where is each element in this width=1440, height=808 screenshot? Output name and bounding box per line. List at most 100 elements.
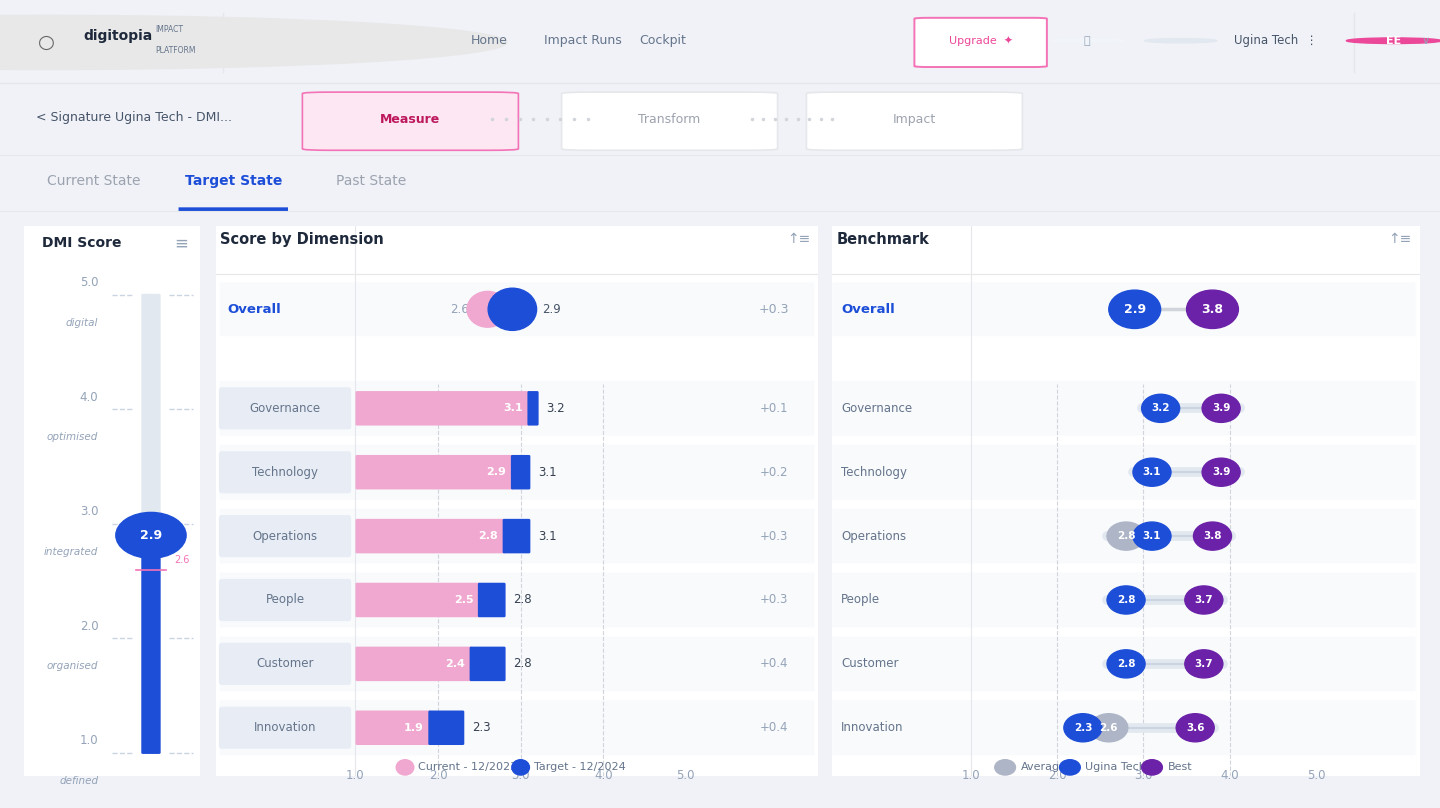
Text: 3.9: 3.9: [1212, 403, 1230, 414]
FancyBboxPatch shape: [219, 643, 351, 685]
Circle shape: [488, 288, 537, 330]
Text: 4.0: 4.0: [79, 390, 98, 404]
Text: integrated: integrated: [43, 547, 98, 557]
Text: Customer: Customer: [841, 658, 899, 671]
Text: 3.0: 3.0: [511, 769, 530, 782]
Text: 3.8: 3.8: [1201, 303, 1224, 316]
Text: Impact Runs: Impact Runs: [544, 34, 622, 47]
FancyBboxPatch shape: [832, 283, 1416, 336]
Text: Home: Home: [471, 34, 508, 47]
Text: 2.8: 2.8: [1117, 531, 1135, 541]
Text: 2.8: 2.8: [513, 594, 531, 607]
Text: 2.6: 2.6: [451, 303, 469, 316]
Text: +0.3: +0.3: [759, 303, 789, 316]
Text: 2.4: 2.4: [445, 659, 465, 669]
FancyBboxPatch shape: [478, 583, 505, 617]
Text: ⬜: ⬜: [1084, 36, 1090, 46]
Text: 3.1: 3.1: [537, 529, 556, 543]
Text: ≡: ≡: [174, 234, 187, 252]
Text: 1.0: 1.0: [79, 734, 98, 747]
Text: Ugina Tech: Ugina Tech: [1086, 763, 1146, 772]
Circle shape: [1051, 39, 1123, 43]
Text: Benchmark: Benchmark: [837, 232, 929, 246]
Text: defined: defined: [59, 776, 98, 785]
Text: +0.1: +0.1: [760, 402, 788, 415]
FancyBboxPatch shape: [219, 515, 351, 558]
FancyBboxPatch shape: [832, 381, 1416, 436]
Text: 3.0: 3.0: [79, 505, 98, 518]
Text: ∨: ∨: [1421, 36, 1430, 46]
Text: Cockpit: Cockpit: [639, 34, 685, 47]
Circle shape: [1185, 650, 1223, 678]
FancyBboxPatch shape: [220, 637, 814, 692]
Text: 2.5: 2.5: [454, 595, 474, 605]
Text: Governance: Governance: [249, 402, 321, 415]
Text: Current State: Current State: [48, 175, 140, 188]
FancyBboxPatch shape: [141, 294, 161, 754]
Text: 3.7: 3.7: [1195, 659, 1212, 669]
Circle shape: [511, 760, 530, 775]
Circle shape: [1346, 38, 1440, 44]
Text: 1.0: 1.0: [962, 769, 979, 782]
Text: Overall: Overall: [228, 303, 281, 316]
Text: 2.8: 2.8: [478, 531, 498, 541]
Circle shape: [1133, 458, 1171, 486]
FancyBboxPatch shape: [832, 701, 1416, 755]
Text: 3.2: 3.2: [1152, 403, 1169, 414]
FancyBboxPatch shape: [356, 646, 472, 681]
Text: Customer: Customer: [256, 658, 314, 671]
Circle shape: [396, 760, 413, 775]
Text: 3.9: 3.9: [1212, 467, 1230, 478]
FancyBboxPatch shape: [832, 508, 1416, 563]
FancyBboxPatch shape: [179, 208, 288, 212]
Text: +0.4: +0.4: [760, 658, 788, 671]
Circle shape: [115, 512, 186, 558]
Text: 2.6: 2.6: [1100, 723, 1117, 733]
Text: 3.1: 3.1: [504, 403, 523, 414]
Text: Governance: Governance: [841, 402, 912, 415]
Text: 1.9: 1.9: [405, 723, 423, 733]
Text: Target State: Target State: [184, 175, 282, 188]
Circle shape: [1060, 760, 1080, 775]
Circle shape: [1142, 760, 1162, 775]
FancyBboxPatch shape: [220, 444, 814, 499]
FancyBboxPatch shape: [527, 391, 539, 426]
Circle shape: [1176, 713, 1214, 742]
Text: Innovation: Innovation: [841, 722, 903, 734]
FancyBboxPatch shape: [356, 710, 431, 745]
Text: 4.0: 4.0: [1221, 769, 1238, 782]
Circle shape: [467, 292, 508, 327]
Text: 2.8: 2.8: [1117, 595, 1135, 605]
FancyBboxPatch shape: [503, 519, 530, 553]
Text: 1.0: 1.0: [346, 769, 364, 782]
FancyBboxPatch shape: [219, 387, 351, 429]
Circle shape: [1107, 650, 1145, 678]
Text: Operations: Operations: [252, 529, 318, 543]
Text: 2.9: 2.9: [1123, 303, 1146, 316]
Text: 2.9: 2.9: [140, 528, 163, 542]
Text: organised: organised: [46, 661, 98, 671]
Text: 2.8: 2.8: [513, 658, 531, 671]
Text: 3.1: 3.1: [1143, 531, 1161, 541]
FancyBboxPatch shape: [428, 710, 464, 745]
Circle shape: [995, 760, 1015, 775]
Text: optimised: optimised: [48, 432, 98, 442]
Text: 3.8: 3.8: [1204, 531, 1221, 541]
Text: 2.0: 2.0: [429, 769, 448, 782]
Text: 3.6: 3.6: [1187, 723, 1204, 733]
Circle shape: [1185, 586, 1223, 614]
Text: 2.3: 2.3: [1074, 723, 1092, 733]
Text: 2.3: 2.3: [472, 722, 490, 734]
Text: 5.0: 5.0: [677, 769, 696, 782]
Text: PLATFORM: PLATFORM: [156, 46, 196, 56]
FancyBboxPatch shape: [219, 579, 351, 621]
FancyBboxPatch shape: [220, 381, 814, 436]
Text: 3.0: 3.0: [1135, 769, 1152, 782]
Text: 2.8: 2.8: [1117, 659, 1135, 669]
FancyBboxPatch shape: [219, 451, 351, 494]
Text: digital: digital: [66, 318, 98, 328]
FancyBboxPatch shape: [356, 455, 514, 490]
Text: digitopia: digitopia: [84, 28, 153, 43]
Text: EE: EE: [1387, 36, 1401, 46]
Text: People: People: [265, 594, 305, 607]
